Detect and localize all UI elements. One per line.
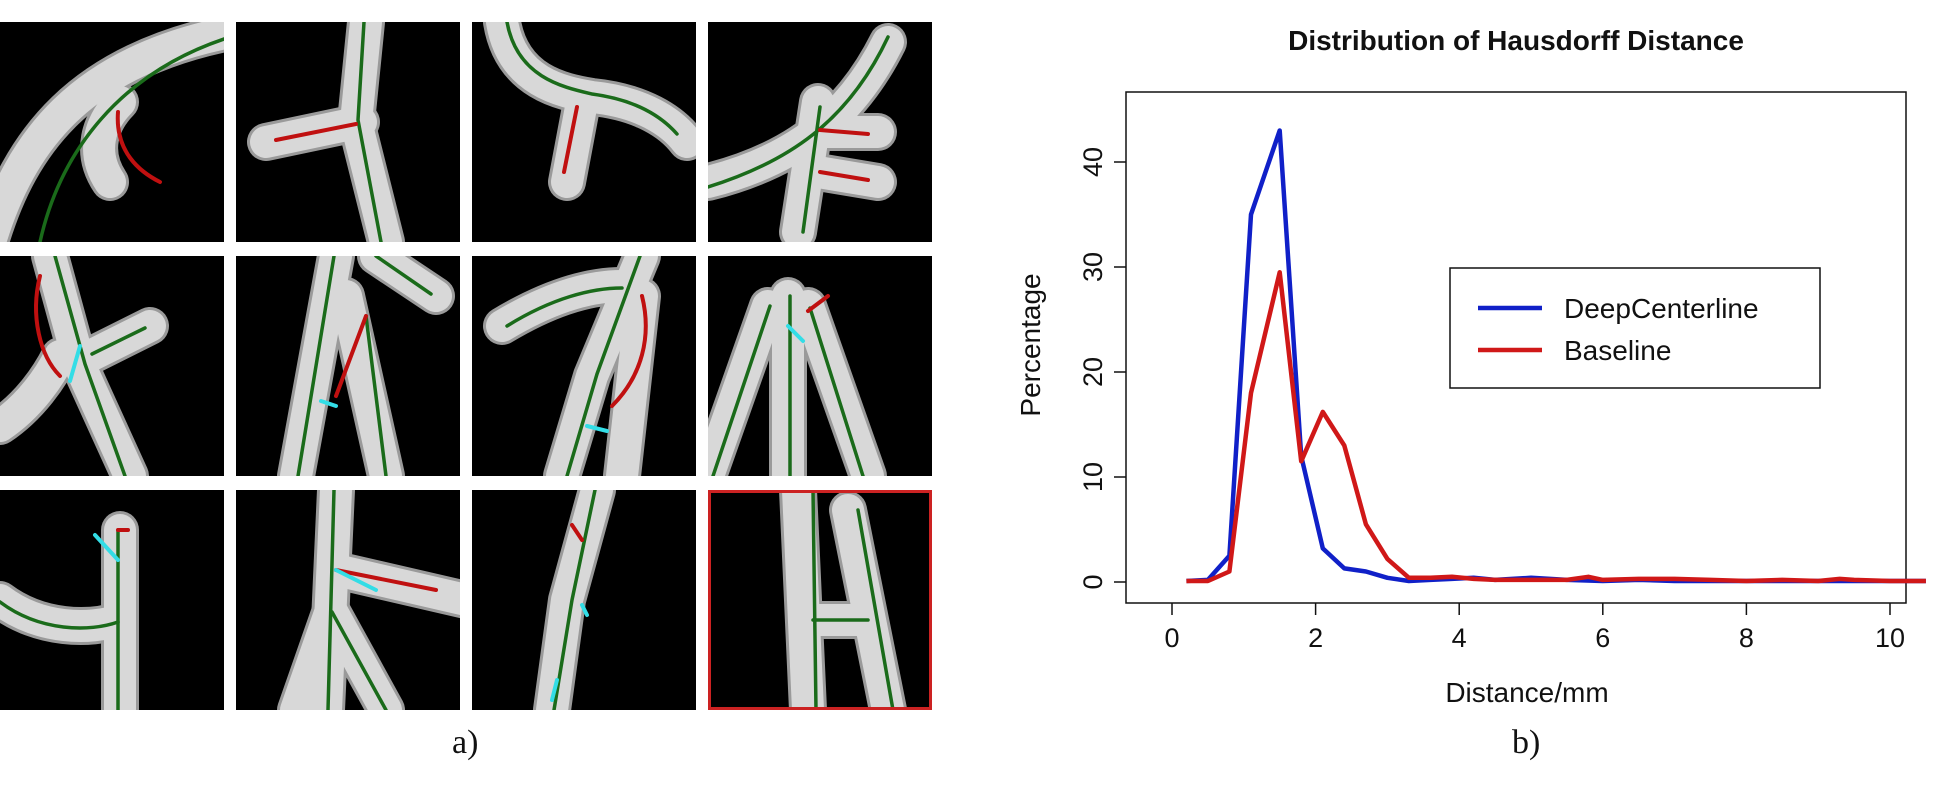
vessel-tile	[472, 490, 696, 710]
vessel-tile	[472, 22, 696, 242]
vessel-tile	[236, 256, 460, 476]
y-tick-label: 10	[1078, 462, 1108, 492]
centerline	[38, 37, 224, 242]
centerline	[53, 256, 127, 476]
junction-segment	[585, 424, 609, 433]
centerline	[856, 508, 895, 710]
error-segment	[115, 110, 162, 184]
centerline	[90, 326, 147, 356]
junction-segment	[93, 533, 120, 562]
vessel-shape	[782, 490, 824, 710]
vessel-tile	[708, 490, 932, 710]
vessel-tile	[236, 490, 460, 710]
centerline	[0, 600, 120, 630]
junction-segment	[580, 603, 589, 617]
vessel-tile	[236, 22, 460, 242]
error-segment	[610, 294, 648, 408]
centerline	[552, 490, 597, 710]
x-tick-label: 10	[1875, 623, 1905, 653]
vessel-tile	[472, 256, 696, 476]
hausdorff-chart: Distribution of Hausdorff Distance 0 2 4 6 8 1…	[1015, 25, 1926, 708]
error-segment	[334, 314, 368, 398]
error-segment	[274, 122, 358, 142]
centerline	[708, 35, 890, 189]
panel-b-caption: b)	[1512, 724, 1541, 761]
centerline	[374, 256, 433, 296]
x-tick-label: 8	[1739, 623, 1754, 653]
y-tick-label: 20	[1078, 357, 1108, 387]
vessel-shape	[606, 280, 658, 476]
x-tick-label: 6	[1595, 623, 1610, 653]
y-tick-label: 30	[1078, 252, 1108, 282]
legend-entry: Baseline	[1564, 335, 1671, 366]
error-segment	[570, 523, 584, 542]
error-segment	[806, 294, 830, 313]
chart-title: Distribution of Hausdorff Distance	[1288, 25, 1744, 56]
junction-segment	[68, 344, 82, 383]
error-segment	[34, 274, 62, 378]
vessel-shape	[0, 22, 224, 242]
vessel-shape	[0, 340, 76, 442]
x-tick-label: 2	[1308, 623, 1323, 653]
error-segment	[334, 568, 438, 592]
error-segment	[562, 105, 579, 174]
vessel-shape	[708, 290, 784, 476]
vessel-shape	[83, 86, 136, 198]
vessel-image-grid	[0, 22, 940, 718]
error-segment	[818, 170, 870, 182]
centerline	[330, 610, 388, 710]
junction-segment	[334, 568, 378, 592]
centerline	[505, 22, 679, 136]
x-tick-label: 4	[1452, 623, 1467, 653]
centerline	[364, 314, 388, 476]
vessel-tile	[708, 22, 932, 242]
vessel-tile	[0, 22, 224, 242]
junction-segment	[786, 324, 805, 343]
y-tick-label: 40	[1078, 147, 1108, 177]
series-line-baseline	[1186, 270, 1926, 584]
x-axis-label: Distance/mm	[1445, 677, 1608, 708]
centerline	[711, 304, 772, 476]
vessel-tile	[0, 490, 224, 710]
centerline	[801, 105, 822, 234]
vessel-tile	[708, 256, 932, 476]
centerline	[296, 256, 336, 476]
centerline	[326, 490, 336, 710]
vessel-tile	[0, 256, 224, 476]
centerline	[505, 286, 624, 328]
legend-box	[1449, 267, 1821, 389]
x-tick-label: 0	[1164, 623, 1179, 653]
y-axis-label: Percentage	[1015, 273, 1046, 416]
plot-frame	[1125, 91, 1907, 604]
legend-entry: DeepCenterline	[1564, 293, 1759, 324]
centerline	[808, 306, 865, 476]
centerline	[356, 22, 383, 242]
vessel-shape	[551, 86, 598, 198]
vessel-shape	[330, 280, 402, 476]
panel-a-caption: a)	[452, 724, 479, 761]
junction-segment	[319, 399, 338, 408]
centerline	[811, 490, 818, 710]
error-segment	[818, 128, 870, 136]
junction-segment	[550, 678, 559, 702]
centerline	[565, 256, 642, 476]
y-tick-label: 0	[1078, 574, 1108, 589]
